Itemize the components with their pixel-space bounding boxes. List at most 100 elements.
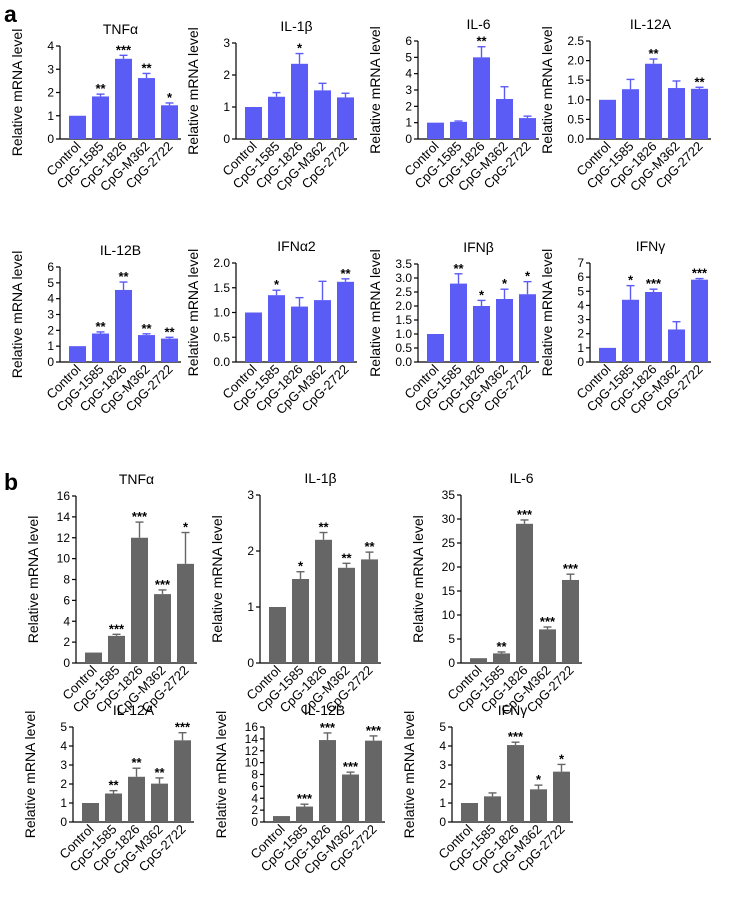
y-tick-label: 3.0 [395,271,412,285]
significance-marker: *** [366,723,382,738]
significance-marker: *** [116,42,132,57]
y-tick-label: 16 [57,489,71,503]
chart-title: TNFα [119,471,154,487]
chart-title: IL-6 [509,470,533,486]
y-tick-label: 15 [442,584,456,598]
y-tick-label: 14 [245,732,259,746]
y-tick-label: 2 [47,323,54,337]
bar [667,329,686,362]
y-tick-label: 8 [251,768,258,782]
y-axis-label: Relative mRNA level [410,515,426,643]
bar [313,90,332,139]
y-tick-label: 2 [60,777,67,791]
y-tick-label: 1.0 [567,93,584,107]
chart-title: IFNγ [636,238,666,254]
bar [336,97,355,139]
bar [449,283,468,362]
y-tick-label: 2 [577,327,584,341]
y-axis-label: Relative mRNA level [22,711,38,839]
bar [127,776,146,822]
y-tick-label: 20 [442,560,456,574]
y-tick-label: 0.5 [213,330,230,344]
y-tick-label: 3 [47,308,54,322]
bar [130,537,149,663]
significance-marker: *** [508,729,524,744]
y-tick-label: 4 [405,67,412,81]
y-tick-label: 0.5 [395,341,412,355]
y-tick-label: 4 [577,298,584,312]
y-tick-label: 10 [442,608,456,622]
chart-title: IL-1β [280,18,312,34]
significance-marker: *** [517,507,533,522]
y-tick-label: 3 [223,36,230,50]
bar-chart-7: IFNβ Relative mRNA level 0.00.51.01.52.02.… [367,239,539,417]
bar [495,98,514,139]
y-axis-label: Relative mRNA level [185,27,201,155]
y-tick-label: 0.5 [567,112,584,126]
chart-title: IL-6 [466,16,490,32]
significance-marker: *** [343,759,359,774]
bar [314,539,333,663]
y-tick-label: 6 [251,779,258,793]
y-tick-label: 7 [577,256,584,270]
y-tick-label: 10 [245,756,259,770]
y-tick-label: 0 [63,656,70,670]
bar [84,652,103,663]
chart-title: IL-12A [113,702,155,718]
y-tick-label: 1.0 [395,327,412,341]
bar [644,291,663,362]
bar [160,338,179,362]
bar [364,740,383,822]
panel-a-label: a [4,1,17,27]
bar [426,122,445,139]
bar [290,63,309,139]
bar [318,740,337,822]
significance-marker: *** [175,720,191,735]
bar [518,118,537,139]
y-tick-label: 5 [60,720,67,734]
bar [469,658,488,663]
significance-marker: ** [453,261,464,276]
bar [472,57,491,140]
y-tick-label: 4 [63,614,70,628]
significance-marker: ** [364,539,375,554]
chart-title: IL-12B [100,242,141,258]
significance-marker: * [502,276,508,291]
y-axis-label: Relative mRNA level [539,249,555,377]
y-tick-label: 2 [439,777,446,791]
bar [495,299,514,362]
bar [313,300,332,362]
y-axis-label: Relative mRNA level [185,249,201,377]
bar [483,796,502,822]
y-tick-label: 35 [442,488,456,502]
significance-marker: ** [154,765,165,780]
bar [91,96,110,139]
y-tick-label: 3 [439,758,446,772]
significance-marker: ** [476,34,487,49]
y-tick-label: 2 [223,68,230,82]
bar [68,346,87,362]
bar [91,333,110,362]
y-tick-label: 2 [251,803,258,817]
y-tick-label: 1 [47,109,54,123]
y-axis-label: Relative mRNA level [539,26,555,154]
y-tick-label: 5 [577,284,584,298]
y-tick-label: 16 [245,720,259,734]
bar [449,121,468,139]
y-tick-label: 1 [577,341,584,355]
bar [561,579,580,663]
significance-marker: * [536,772,542,787]
y-axis-label: Relative mRNA level [9,29,25,157]
bar [114,289,133,362]
bar [621,89,640,139]
y-tick-label: 1 [405,116,412,130]
y-tick-label: 1.0 [213,306,230,320]
y-tick-label: 2 [247,544,254,558]
y-tick-label: 5 [47,276,54,290]
bar [68,115,87,139]
significance-marker: ** [496,639,507,654]
